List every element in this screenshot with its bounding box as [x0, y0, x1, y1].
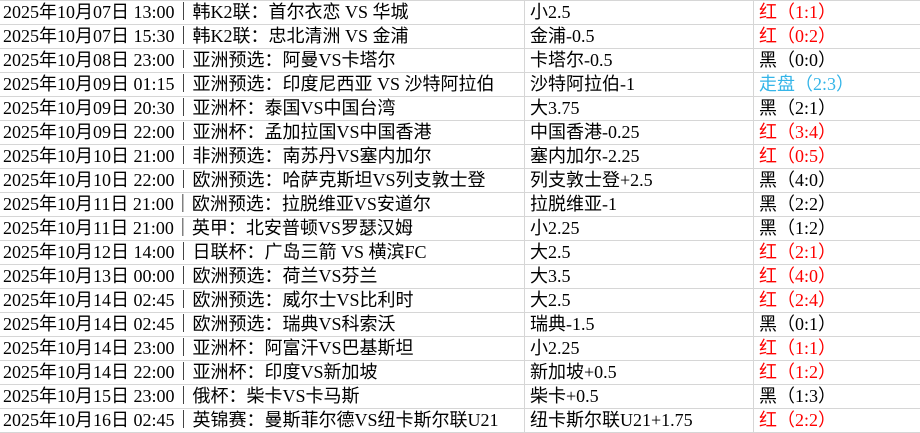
match-cell[interactable]: 2025年10月10日 22:00｜欧洲预选：哈萨克斯坦VS列支敦士登 [0, 169, 525, 192]
table-row: 2025年10月09日 01:15｜亚洲预选：印度尼西亚 VS 沙特阿拉伯 沙特阿… [0, 73, 920, 97]
result-cell[interactable]: 黑（0:0） [759, 50, 837, 70]
match-cell[interactable]: 2025年10月13日 00:00｜欧洲预选：荷兰VS芬兰 [0, 265, 525, 288]
handicap-cell[interactable]: 新加坡+0.5 [525, 361, 754, 384]
result-cell[interactable]: 黑（2:1） [759, 98, 837, 118]
match-cell[interactable]: 2025年10月08日 23:00｜亚洲预选：阿曼VS卡塔尔 [0, 49, 525, 72]
handicap-cell[interactable]: 列支敦士登+2.5 [525, 169, 754, 192]
table-row: 2025年10月11日 21:00｜英甲：北安普顿VS罗瑟汉姆 小2.25 黑（1:… [0, 217, 920, 241]
table-row: 2025年10月13日 00:00｜欧洲预选：荷兰VS芬兰 大3.5 红（4:0） [0, 265, 920, 289]
handicap-cell[interactable]: 中国香港-0.25 [525, 121, 754, 144]
result-cell[interactable]: 红（1:1） [759, 338, 837, 358]
result-cell[interactable]: 走盘（2:3） [759, 74, 855, 94]
handicap-cell[interactable]: 大3.75 [525, 97, 754, 120]
result-cell[interactable]: 红（0:2） [759, 26, 837, 46]
result-cell[interactable]: 黑（0:1） [759, 314, 837, 334]
result-cell[interactable]: 红（1:1） [759, 2, 837, 22]
table-row: 2025年10月14日 02:45｜欧洲预选：瑞典VS科索沃 瑞典-1.5 黑（0:… [0, 313, 920, 337]
match-cell[interactable]: 2025年10月09日 22:00｜亚洲杯：孟加拉国VS中国香港 [0, 121, 525, 144]
match-cell[interactable]: 2025年10月09日 01:15｜亚洲预选：印度尼西亚 VS 沙特阿拉伯 [0, 73, 525, 96]
table-row: 2025年10月09日 22:00｜亚洲杯：孟加拉国VS中国香港 中国香港-0.2… [0, 121, 920, 145]
handicap-cell[interactable]: 大2.5 [525, 241, 754, 264]
handicap-cell[interactable]: 小2.5 [525, 1, 754, 24]
result-cell[interactable]: 红（2:4） [759, 290, 837, 310]
match-cell[interactable]: 2025年10月14日 22:00｜亚洲杯：印度VS新加坡 [0, 361, 525, 384]
result-cell[interactable]: 红（2:1） [759, 242, 837, 262]
handicap-cell[interactable]: 柴卡+0.5 [525, 385, 754, 408]
handicap-cell[interactable]: 瑞典-1.5 [525, 313, 754, 336]
handicap-cell[interactable]: 纽卡斯尔联U21+1.75 [525, 409, 754, 432]
table-row: 2025年10月14日 22:00｜亚洲杯：印度VS新加坡 新加坡+0.5 红（1:… [0, 361, 920, 385]
match-cell[interactable]: 2025年10月14日 23:00｜亚洲杯：阿富汗VS巴基斯坦 [0, 337, 525, 360]
table-row: 2025年10月11日 21:00｜欧洲预选：拉脱维亚VS安道尔 拉脱维亚-1 黑（… [0, 193, 920, 217]
table-row: 2025年10月14日 02:45｜欧洲预选：威尔士VS比利时 大2.5 红（2:4… [0, 289, 920, 313]
handicap-cell[interactable]: 拉脱维亚-1 [525, 193, 754, 216]
result-cell[interactable]: 黑（1:2） [759, 218, 837, 238]
table-row: 2025年10月07日 13:00｜韩K2联：首尔衣恋 VS 华城 小2.5 红（1… [0, 1, 920, 25]
table-row: 2025年10月15日 23:00｜俄杯：柴卡VS卡马斯 柴卡+0.5 黑（1:3） [0, 385, 920, 409]
match-cell[interactable]: 2025年10月12日 14:00｜日联杯：广岛三箭 VS 横滨FC [0, 241, 525, 264]
table-row: 2025年10月10日 21:00｜非洲预选：南苏丹VS塞内加尔 塞内加尔-2.2… [0, 145, 920, 169]
match-cell[interactable]: 2025年10月14日 02:45｜欧洲预选：威尔士VS比利时 [0, 289, 525, 312]
match-cell[interactable]: 2025年10月16日 02:45｜英锦赛：曼斯菲尔德VS纽卡斯尔联U21 [0, 409, 525, 432]
table-row: 2025年10月10日 22:00｜欧洲预选：哈萨克斯坦VS列支敦士登 列支敦士登… [0, 169, 920, 193]
match-cell[interactable]: 2025年10月11日 21:00｜欧洲预选：拉脱维亚VS安道尔 [0, 193, 525, 216]
handicap-cell[interactable]: 大3.5 [525, 265, 754, 288]
handicap-cell[interactable]: 小2.25 [525, 337, 754, 360]
result-cell[interactable]: 红（2:2） [759, 410, 837, 430]
match-cell[interactable]: 2025年10月07日 15:30｜韩K2联：忠北清洲 VS 金浦 [0, 25, 525, 48]
result-cell[interactable]: 黑（1:3） [759, 386, 837, 406]
match-cell[interactable]: 2025年10月15日 23:00｜俄杯：柴卡VS卡马斯 [0, 385, 525, 408]
match-cell[interactable]: 2025年10月07日 13:00｜韩K2联：首尔衣恋 VS 华城 [0, 1, 525, 24]
result-cell[interactable]: 红（1:2） [759, 362, 837, 382]
handicap-cell[interactable]: 沙特阿拉伯-1 [525, 73, 754, 96]
match-cell[interactable]: 2025年10月14日 02:45｜欧洲预选：瑞典VS科索沃 [0, 313, 525, 336]
match-cell[interactable]: 2025年10月10日 21:00｜非洲预选：南苏丹VS塞内加尔 [0, 145, 525, 168]
result-cell[interactable]: 黑（2:2） [759, 194, 837, 214]
handicap-cell[interactable]: 大2.5 [525, 289, 754, 312]
table-row: 2025年10月08日 23:00｜亚洲预选：阿曼VS卡塔尔 卡塔尔-0.5 黑（0… [0, 49, 920, 73]
handicap-cell[interactable]: 小2.25 [525, 217, 754, 240]
result-cell[interactable]: 红（3:4） [759, 122, 837, 142]
result-cell[interactable]: 红（0:5） [759, 146, 837, 166]
table-row: 2025年10月09日 20:30｜亚洲杯：泰国VS中国台湾 大3.75 黑（2:1… [0, 97, 920, 121]
handicap-cell[interactable]: 卡塔尔-0.5 [525, 49, 754, 72]
table-row: 2025年10月16日 02:45｜英锦赛：曼斯菲尔德VS纽卡斯尔联U21 纽卡斯… [0, 409, 920, 433]
table-row: 2025年10月14日 23:00｜亚洲杯：阿富汗VS巴基斯坦 小2.25 红（1:… [0, 337, 920, 361]
handicap-cell[interactable]: 塞内加尔-2.25 [525, 145, 754, 168]
table-row: 2025年10月12日 14:00｜日联杯：广岛三箭 VS 横滨FC 大2.5 红（… [0, 241, 920, 265]
result-cell[interactable]: 红（4:0） [759, 266, 837, 286]
match-cell[interactable]: 2025年10月09日 20:30｜亚洲杯：泰国VS中国台湾 [0, 97, 525, 120]
table-row: 2025年10月07日 15:30｜韩K2联：忠北清洲 VS 金浦 金浦-0.5 红… [0, 25, 920, 49]
match-cell[interactable]: 2025年10月11日 21:00｜英甲：北安普顿VS罗瑟汉姆 [0, 217, 525, 240]
result-cell[interactable]: 黑（4:0） [759, 170, 837, 190]
handicap-cell[interactable]: 金浦-0.5 [525, 25, 754, 48]
